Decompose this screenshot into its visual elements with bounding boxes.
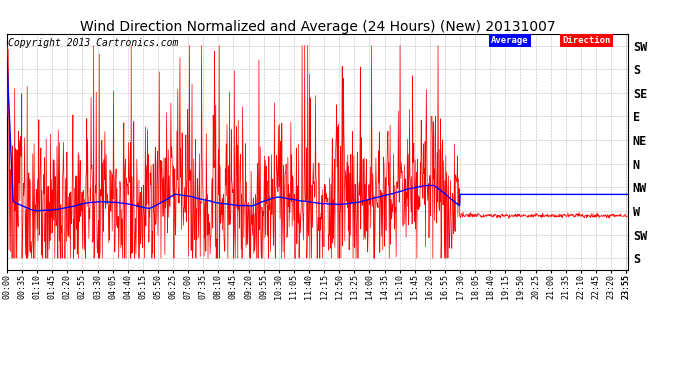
Title: Wind Direction Normalized and Average (24 Hours) (New) 20131007: Wind Direction Normalized and Average (2… xyxy=(79,20,555,34)
Text: Direction: Direction xyxy=(562,36,611,45)
Text: Average: Average xyxy=(491,36,529,45)
Text: Copyright 2013 Cartronics.com: Copyright 2013 Cartronics.com xyxy=(8,39,179,48)
